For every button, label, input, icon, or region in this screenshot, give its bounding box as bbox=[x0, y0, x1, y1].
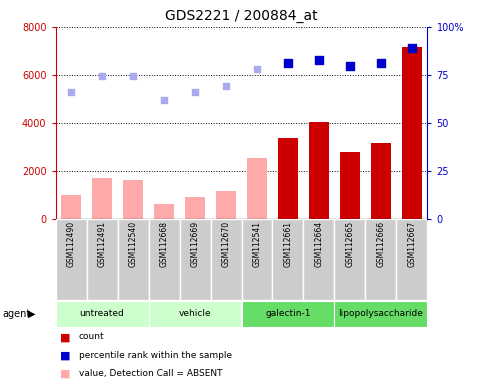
Point bbox=[191, 89, 199, 95]
Text: ▶: ▶ bbox=[28, 309, 36, 319]
Bar bbox=[180, 219, 211, 300]
Bar bbox=[154, 204, 174, 219]
Bar bbox=[242, 301, 334, 327]
Text: GSM112665: GSM112665 bbox=[345, 221, 355, 267]
Bar bbox=[123, 180, 143, 219]
Text: GSM112490: GSM112490 bbox=[67, 221, 75, 267]
Text: lipopolysaccharide: lipopolysaccharide bbox=[339, 309, 424, 318]
Text: GSM112666: GSM112666 bbox=[376, 221, 385, 267]
Title: GDS2221 / 200884_at: GDS2221 / 200884_at bbox=[165, 9, 318, 23]
Point bbox=[377, 60, 385, 66]
Bar bbox=[366, 219, 397, 300]
Bar bbox=[334, 219, 366, 300]
Text: GSM112667: GSM112667 bbox=[408, 221, 416, 267]
Bar bbox=[211, 219, 242, 300]
Text: ■: ■ bbox=[60, 369, 71, 379]
Text: vehicle: vehicle bbox=[179, 309, 212, 318]
Bar bbox=[303, 219, 334, 300]
Bar bbox=[185, 197, 205, 219]
Text: ■: ■ bbox=[60, 332, 71, 342]
Bar bbox=[309, 122, 329, 219]
Text: percentile rank within the sample: percentile rank within the sample bbox=[79, 351, 232, 359]
Point bbox=[67, 89, 75, 95]
Text: count: count bbox=[79, 332, 104, 341]
Bar bbox=[92, 178, 112, 219]
Bar bbox=[56, 219, 86, 300]
Point bbox=[408, 45, 416, 51]
Bar bbox=[86, 219, 117, 300]
Text: GSM112664: GSM112664 bbox=[314, 221, 324, 267]
Text: untreated: untreated bbox=[80, 309, 125, 318]
Bar bbox=[402, 47, 422, 219]
Text: GSM112668: GSM112668 bbox=[159, 221, 169, 267]
Text: agent: agent bbox=[2, 309, 30, 319]
Bar bbox=[56, 301, 149, 327]
Point bbox=[346, 63, 354, 70]
Bar bbox=[216, 191, 236, 219]
Point bbox=[253, 66, 261, 72]
Bar bbox=[371, 143, 391, 219]
Text: GSM112670: GSM112670 bbox=[222, 221, 230, 267]
Text: galectin-1: galectin-1 bbox=[265, 309, 311, 318]
Point bbox=[222, 83, 230, 89]
Bar bbox=[61, 195, 81, 219]
Text: GSM112661: GSM112661 bbox=[284, 221, 293, 267]
Text: ■: ■ bbox=[60, 351, 71, 361]
Bar bbox=[278, 139, 298, 219]
Point bbox=[160, 97, 168, 103]
Text: GSM112540: GSM112540 bbox=[128, 221, 138, 267]
Text: value, Detection Call = ABSENT: value, Detection Call = ABSENT bbox=[79, 369, 222, 378]
Point bbox=[98, 73, 106, 79]
Point bbox=[129, 73, 137, 79]
Point bbox=[284, 60, 292, 66]
Bar bbox=[149, 301, 242, 327]
Bar bbox=[397, 219, 427, 300]
Bar bbox=[247, 158, 267, 219]
Bar bbox=[149, 219, 180, 300]
Point bbox=[315, 58, 323, 64]
Bar bbox=[272, 219, 303, 300]
Text: GSM112669: GSM112669 bbox=[190, 221, 199, 267]
Text: GSM112541: GSM112541 bbox=[253, 221, 261, 267]
Bar bbox=[242, 219, 272, 300]
Bar bbox=[334, 301, 427, 327]
Bar bbox=[340, 152, 360, 219]
Text: GSM112491: GSM112491 bbox=[98, 221, 107, 267]
Bar bbox=[117, 219, 149, 300]
